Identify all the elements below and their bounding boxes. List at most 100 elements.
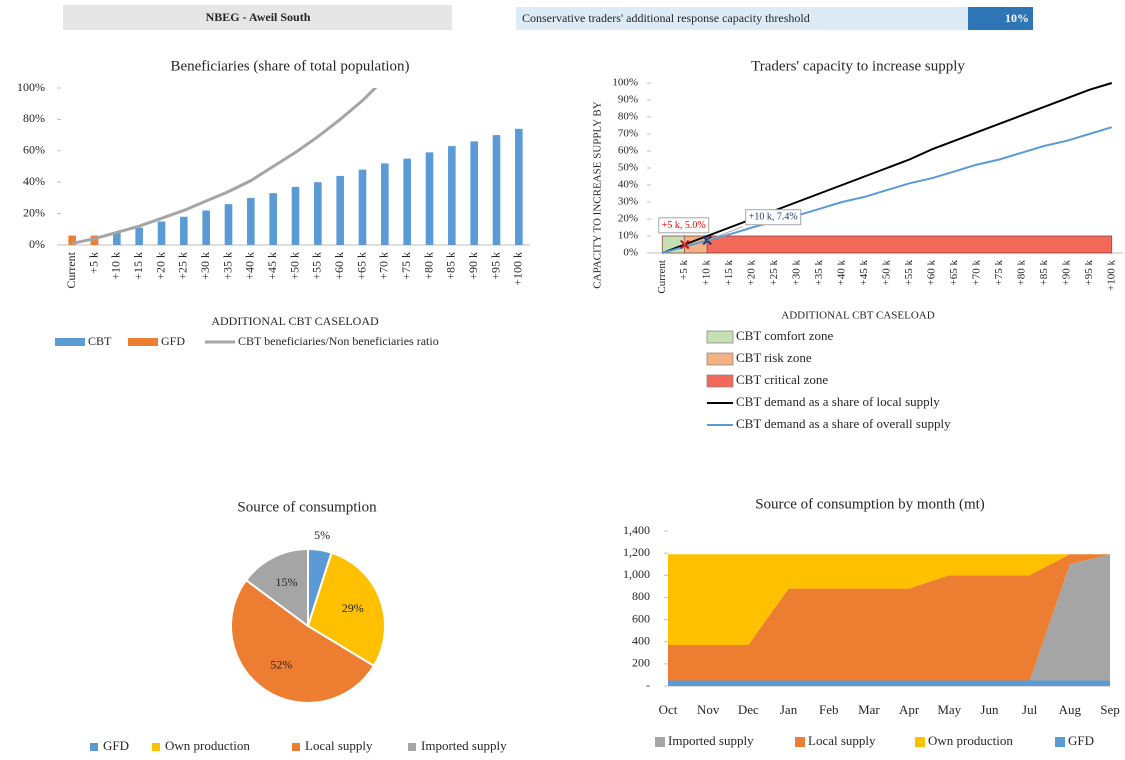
x-tick-label: +20 k: [153, 252, 167, 280]
data-label: 15%: [276, 575, 298, 589]
legend-label: CBT beneficiaries/Non beneficiaries rati…: [238, 334, 439, 348]
y-tick-label: 30%: [618, 196, 638, 208]
series-line: [71, 88, 378, 245]
y-tick-label: 200: [632, 656, 650, 670]
legend-swatch: [408, 743, 416, 751]
y-tick-label: 0%: [623, 247, 638, 259]
x-tick-label: +85 k: [444, 252, 458, 280]
x-tick-label: +20 k: [746, 260, 758, 286]
bar: [358, 169, 367, 245]
x-tick-label: +80 k: [1015, 260, 1027, 286]
x-tick-label: Current: [64, 251, 78, 288]
legend-swatch: [655, 737, 665, 747]
x-tick-label: +70 k: [377, 252, 391, 280]
annotation-text: +5 k, 5.0%: [662, 220, 706, 231]
x-tick-label: +95 k: [488, 252, 502, 280]
bar: [269, 193, 277, 245]
y-tick-label: 70%: [618, 128, 638, 140]
x-tick-label: Feb: [819, 702, 839, 717]
annotation-box: [658, 217, 710, 234]
x-tick-label: +30 k: [198, 252, 212, 280]
y-tick-label: 600: [632, 611, 650, 625]
bar: [470, 141, 478, 245]
y-tick-label: 1,400: [623, 523, 650, 537]
bar: [224, 204, 233, 245]
stacked-area: [668, 554, 1110, 681]
legend-swatch: [128, 338, 158, 346]
x-tick-label: +5 k: [678, 260, 690, 280]
chart-title: Traders' capacity to increase supply: [751, 58, 965, 74]
bar: [135, 227, 143, 245]
x-tick-label: May: [937, 702, 961, 717]
x-tick-label: Current: [656, 260, 668, 294]
stacked-area: [668, 680, 1110, 686]
x-tick-label: +10 k: [701, 260, 713, 286]
header-box: [63, 5, 452, 30]
x-tick-label: +35 k: [220, 252, 234, 280]
x-tick-label: Mar: [858, 702, 880, 717]
x-tick-label: Jun: [980, 702, 999, 717]
legend-swatch: [706, 374, 734, 388]
legend-swatch: [706, 330, 734, 344]
chart-title: Source of consumption: [237, 499, 377, 515]
legend-label: Local supply: [305, 738, 373, 753]
x-tick-label: +50 k: [287, 252, 301, 280]
x-tick-label: +80 k: [421, 252, 435, 280]
y-tick-label: 20%: [23, 205, 45, 219]
zone-area: [706, 235, 1113, 254]
y-tick-label: 20%: [618, 213, 638, 225]
pie-slice: [244, 547, 309, 628]
legend-label: CBT risk zone: [736, 350, 812, 365]
bar: [247, 197, 255, 245]
threshold-box: [516, 7, 968, 30]
y-tick-label: 80%: [618, 111, 638, 123]
bar: [448, 146, 456, 245]
legend-label: GFD: [1068, 733, 1094, 748]
x-tick-label: +75 k: [399, 252, 413, 280]
legend-swatch: [152, 743, 160, 751]
y-tick-label: 50%: [618, 162, 638, 174]
stacked-area: [668, 554, 1110, 646]
bar: [515, 128, 523, 245]
y-tick-label: 1,000: [623, 567, 650, 581]
x-tick-label: +75 k: [993, 260, 1005, 286]
bar: [492, 135, 501, 245]
y-tick-label: -: [646, 678, 650, 692]
legend-label: CBT demand as a share of overall supply: [736, 416, 951, 431]
legend-label: Own production: [165, 738, 250, 753]
y-tick-label: 40%: [23, 174, 45, 188]
x-tick-label: Nov: [697, 702, 720, 717]
x-tick-label: Oct: [659, 702, 678, 717]
x-tick-label: +45 k: [858, 260, 870, 286]
legend-label: GFD: [161, 334, 185, 348]
legend-label: Imported supply: [421, 738, 507, 753]
bar: [314, 182, 322, 245]
series-line: [661, 82, 1113, 254]
x-tick-label: +95 k: [1083, 260, 1095, 286]
x-tick-label: Jul: [1022, 702, 1038, 717]
x-tick-label: +5 k: [86, 252, 100, 274]
y-tick-label: 90%: [618, 94, 638, 106]
x-tick-label: +35 k: [813, 260, 825, 286]
threshold-label: Conservative traders' additional respons…: [522, 11, 810, 25]
x-tick-label: +55 k: [310, 252, 324, 280]
annotation-leader: [683, 234, 686, 245]
y-axis-label: CAPACITY TO INCREASE SUPPLY BY: [592, 101, 604, 288]
y-tick-label: 60%: [23, 143, 45, 157]
bar: [90, 235, 99, 245]
y-tick-label: 80%: [23, 111, 45, 125]
legend-label: CBT: [88, 334, 112, 348]
x-tick-label: Sep: [1100, 702, 1120, 717]
bar: [403, 158, 411, 245]
bar: [202, 210, 210, 245]
legend-label: CBT demand as a share of local supply: [736, 394, 940, 409]
legend-label: CBT critical zone: [736, 372, 828, 387]
bar: [425, 152, 434, 245]
x-tick-label: +25 k: [176, 252, 190, 280]
x-tick-label: +60 k: [332, 252, 346, 280]
legend-label: CBT comfort zone: [736, 328, 833, 343]
legend-label: GFD: [103, 738, 129, 753]
x-axis-label: ADDITIONAL CBT CASELOAD: [211, 314, 379, 328]
x-tick-label: +30 k: [791, 260, 803, 286]
